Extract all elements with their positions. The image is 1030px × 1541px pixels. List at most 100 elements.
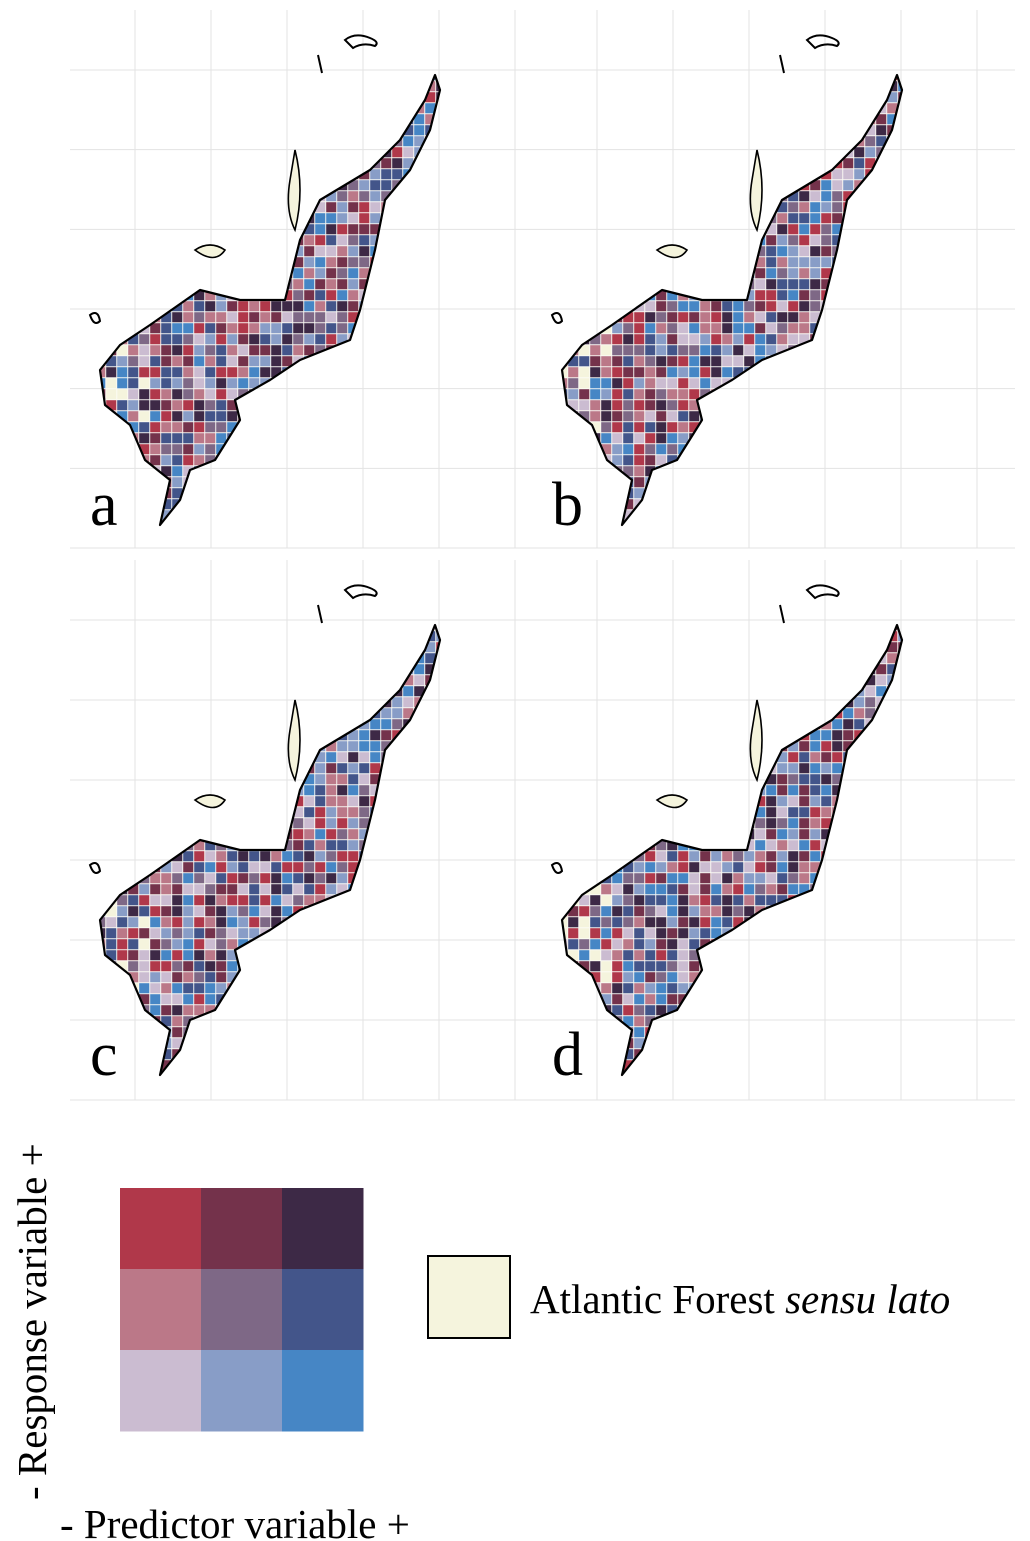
map-cell [227,136,238,147]
map-cell [106,664,117,675]
map-cell [700,312,711,323]
map-cell [436,950,447,961]
map-cell [436,147,447,158]
map-cell [249,345,260,356]
map-cell [260,158,271,169]
map-cell [579,653,590,664]
map-cell [205,851,216,862]
map-cell [348,763,359,774]
map-cell [370,983,381,994]
map-cell [799,81,810,92]
map-cell [612,994,623,1005]
map-cell [667,279,678,290]
map-cell [216,334,227,345]
map-cell [865,521,876,532]
map-cell [381,499,392,510]
map-cell [777,1060,788,1071]
map-cell [766,158,777,169]
map-cell [821,477,832,488]
map-cell [777,675,788,686]
map-cell [788,653,799,664]
map-cell [348,103,359,114]
map-cell [139,950,150,961]
map-cell [425,400,436,411]
map-cell [194,1060,205,1071]
map-cell [667,961,678,972]
map-cell [425,367,436,378]
map-cell [359,158,370,169]
map-cell [876,169,887,180]
map-cell [326,169,337,180]
map-cell [249,521,260,532]
map-cell [205,103,216,114]
map-cell [326,180,337,191]
map-cell [865,92,876,103]
map-cell [139,1049,150,1060]
map-cell [183,158,194,169]
map-cell [601,697,612,708]
map-cell [623,268,634,279]
map-cell [667,1071,678,1082]
map-cell [238,719,249,730]
map-cell [150,81,161,92]
map-cell [227,763,238,774]
map-cell [205,730,216,741]
map-cell [150,807,161,818]
map-cell [612,785,623,796]
map-cell [689,906,700,917]
map-cell [326,147,337,158]
map-cell [876,312,887,323]
map-cell [271,1060,282,1071]
map-cell [612,708,623,719]
map-cell [117,378,128,389]
map-cell [843,103,854,114]
map-cell [337,92,348,103]
map-cell [623,961,634,972]
map-cell [205,70,216,81]
map-cell [293,389,304,400]
map-cell [194,961,205,972]
map-cell [810,433,821,444]
map-cell [403,884,414,895]
map-cell [821,433,832,444]
map-cell [293,323,304,334]
map-cell [293,378,304,389]
map-cell [788,620,799,631]
map-cell [326,697,337,708]
map-cell [260,81,271,92]
map-cell [315,389,326,400]
map-cell [656,213,667,224]
map-cell [326,1060,337,1071]
map-cell [183,147,194,158]
map-cell [601,81,612,92]
map-cell [139,895,150,906]
map-cell [821,246,832,257]
map-cell [601,928,612,939]
map-cell [282,895,293,906]
map-cell [161,719,172,730]
map-cell [260,1038,271,1049]
map-cell [766,488,777,499]
map-cell [161,70,172,81]
map-cell [227,851,238,862]
map-cell [348,510,359,521]
map-cell [898,466,909,477]
map-cell [183,257,194,268]
map-cell [623,1005,634,1016]
map-cell [700,620,711,631]
map-cell [304,917,315,928]
map-cell [579,455,590,466]
map-cell [381,939,392,950]
map-cell [645,191,656,202]
map-cell [777,928,788,939]
map-cell [832,125,843,136]
map-cell [733,664,744,675]
map-cell [172,939,183,950]
map-cell [656,70,667,81]
map-cell [645,114,656,125]
map-cell [414,246,425,257]
map-cell [128,763,139,774]
map-cell [843,499,854,510]
map-cell [249,708,260,719]
map-cell [403,1060,414,1071]
